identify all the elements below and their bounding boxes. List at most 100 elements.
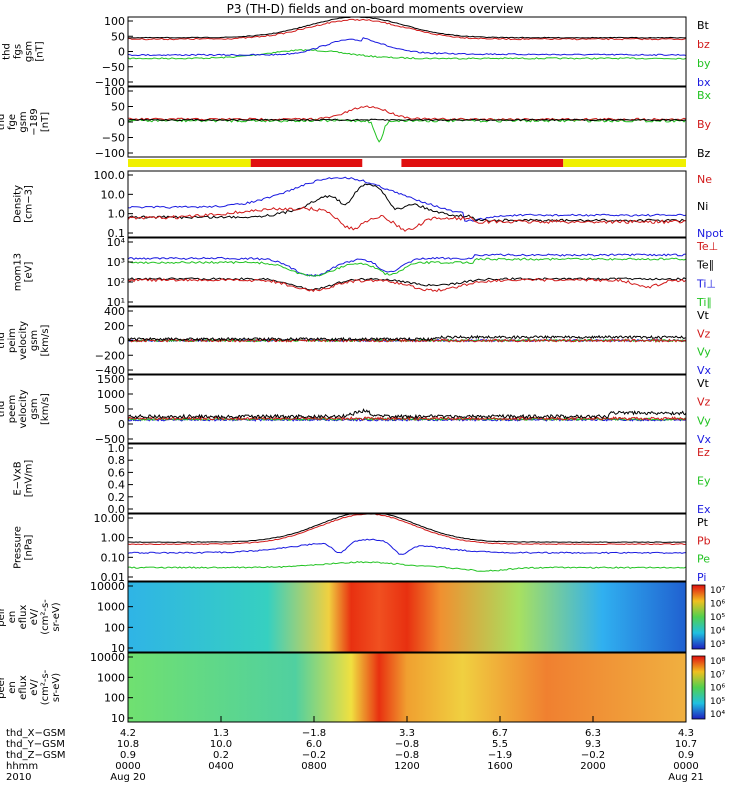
y-axis-label: eV/ <box>29 679 40 696</box>
legend-entry: Vx <box>697 433 712 446</box>
y-axis-label: eV/ <box>29 608 40 625</box>
colorbar <box>691 655 706 720</box>
panel-frame <box>127 237 687 307</box>
y-axis-label: thd <box>0 114 7 131</box>
series-bt <box>127 16 687 39</box>
y-tick-label: 0.6 <box>108 466 126 479</box>
y-axis-label: [nT] <box>40 112 51 132</box>
y-axis-label: fgs <box>13 44 24 59</box>
y-axis-label: [mV/m] <box>24 460 35 498</box>
y-tick-label: −50 <box>102 132 125 145</box>
y-axis-label: peir <box>0 606 7 626</box>
y-axis-label: en <box>7 681 18 694</box>
y-tick-label: 0 <box>118 335 125 348</box>
y-tick-label: 0.0 <box>108 503 126 516</box>
x-axis-value: 0.9 <box>678 750 694 761</box>
legend-entry: Ne <box>697 173 712 186</box>
x-axis-value: −0.8 <box>395 750 419 761</box>
series-vt <box>127 334 687 342</box>
colorbar-tick-label: 10⁶ <box>710 684 725 694</box>
legend-entry: Ti⊥ <box>696 277 716 290</box>
x-axis-value: 10.7 <box>675 739 697 750</box>
y-tick-label: 0.4 <box>108 479 126 492</box>
y-tick-label: 0.8 <box>108 454 126 467</box>
legend-entry: Bt <box>697 19 710 32</box>
y-tick-label: 1.0 <box>108 208 126 221</box>
panel-peer-en: 10⁸10⁷10⁶10⁵10⁴10000100010010thdpeerenef… <box>0 651 725 725</box>
legend-entry: By <box>697 118 712 131</box>
panel-frame <box>127 374 687 444</box>
x-axis-value: 2000 <box>580 761 605 772</box>
x-axis-value: 0000 <box>673 761 698 772</box>
panel-peim-velocity: 400 200 0−200 −400 thd peim velocity gsm [km/s] V… <box>0 305 712 377</box>
legend-entry: Ez <box>697 446 710 459</box>
mode-segment <box>362 159 402 167</box>
y-tick-label: 10.0 <box>101 188 126 201</box>
legend-entry: bz <box>697 38 710 51</box>
x-axis-value: 0.2 <box>213 750 229 761</box>
x-axis-value: 6.7 <box>492 728 508 739</box>
y-axis-label: sr-eV) <box>51 673 62 702</box>
series-bx <box>127 37 687 57</box>
y-axis-label: E−VxB <box>13 461 24 495</box>
y-tick-label: 100 <box>104 85 125 98</box>
y-tick-label: 0.01 <box>101 571 126 584</box>
y-tick-label: 10⁴ <box>107 236 126 249</box>
legend-entry: Vy <box>697 346 711 359</box>
y-axis-label: (cm²-s- <box>40 599 51 635</box>
x-axis-value: 6.3 <box>585 728 601 739</box>
x-axis-value: −0.2 <box>581 750 605 761</box>
y-tick-label: 400 <box>104 305 125 318</box>
panel-fgs-dsl: 100 50 0 −50 −100 thd fge gsm −189 [nT] Bx By Bz <box>0 85 712 160</box>
x-axis-value: 3.3 <box>399 728 415 739</box>
y-axis-label: eflux <box>18 675 29 700</box>
y-axis-label: [eV] <box>24 262 35 283</box>
y-tick-label: 10 <box>111 712 125 725</box>
mode-status-bar <box>128 159 686 167</box>
x-axis-value: 1.3 <box>213 728 229 739</box>
y-tick-label: 10000 <box>90 651 125 664</box>
panel-frame <box>127 170 687 238</box>
y-axis-label: thd <box>0 401 7 418</box>
y-tick-label: −100 <box>95 147 125 160</box>
x-axis-value: 4.3 <box>678 728 694 739</box>
x-axis-row-label: hhmm <box>6 761 38 772</box>
y-axis-label: peim <box>7 328 18 353</box>
y-tick-label: −50 <box>102 61 125 74</box>
x-axis-value: Aug 21 <box>668 772 703 783</box>
legend-entry: Vt <box>697 377 710 390</box>
y-tick-label: 1000 <box>97 388 125 401</box>
series-ti-perp <box>127 253 687 277</box>
legend-entry: Pi <box>697 571 706 584</box>
x-axis-value: −0.2 <box>302 750 326 761</box>
x-axis-value: 1600 <box>487 761 512 772</box>
y-axis-label: [km/s] <box>40 393 51 425</box>
y-tick-label: 100 <box>104 692 125 705</box>
y-tick-label: 0.2 <box>108 491 126 504</box>
x-axis-row-label: 2010 <box>6 772 31 783</box>
y-tick-label: 1000 <box>97 601 125 614</box>
x-axis-value: 6.0 <box>306 739 322 750</box>
y-axis-label: −189 <box>29 108 40 135</box>
series-ti-par <box>127 257 687 277</box>
x-axis-row-label: thd_Y−GSM <box>6 739 65 750</box>
x-axis-value: 10.0 <box>210 739 232 750</box>
panel-frame <box>127 443 687 514</box>
series-bx <box>127 118 687 143</box>
x-axis-value: 9.3 <box>585 739 601 750</box>
panel-fgs: 100 50 0 −50 −100 thd fgs gsm [nT] Bt bz by bx <box>2 15 711 89</box>
legend-entry: Vz <box>697 327 711 340</box>
y-tick-label: 0.1 <box>108 227 126 240</box>
colorbar-tick-label: 10⁴ <box>710 627 725 637</box>
y-axis-label: gsm <box>29 330 40 351</box>
legend-entry: Ex <box>697 503 711 516</box>
mode-segment <box>128 159 251 167</box>
series-by <box>127 105 687 121</box>
y-tick-label: 10¹ <box>107 296 125 309</box>
y-axis-label: [nT] <box>35 41 46 61</box>
y-axis-label: fge <box>7 114 18 130</box>
y-tick-label: −500 <box>95 433 125 446</box>
x-axis-value: 1200 <box>394 761 419 772</box>
y-tick-label: −100 <box>95 76 125 89</box>
